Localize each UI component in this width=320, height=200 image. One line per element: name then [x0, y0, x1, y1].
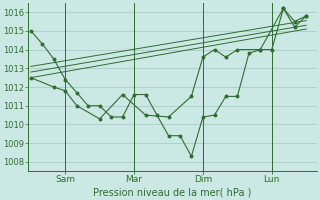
- X-axis label: Pression niveau de la mer( hPa ): Pression niveau de la mer( hPa ): [93, 187, 252, 197]
